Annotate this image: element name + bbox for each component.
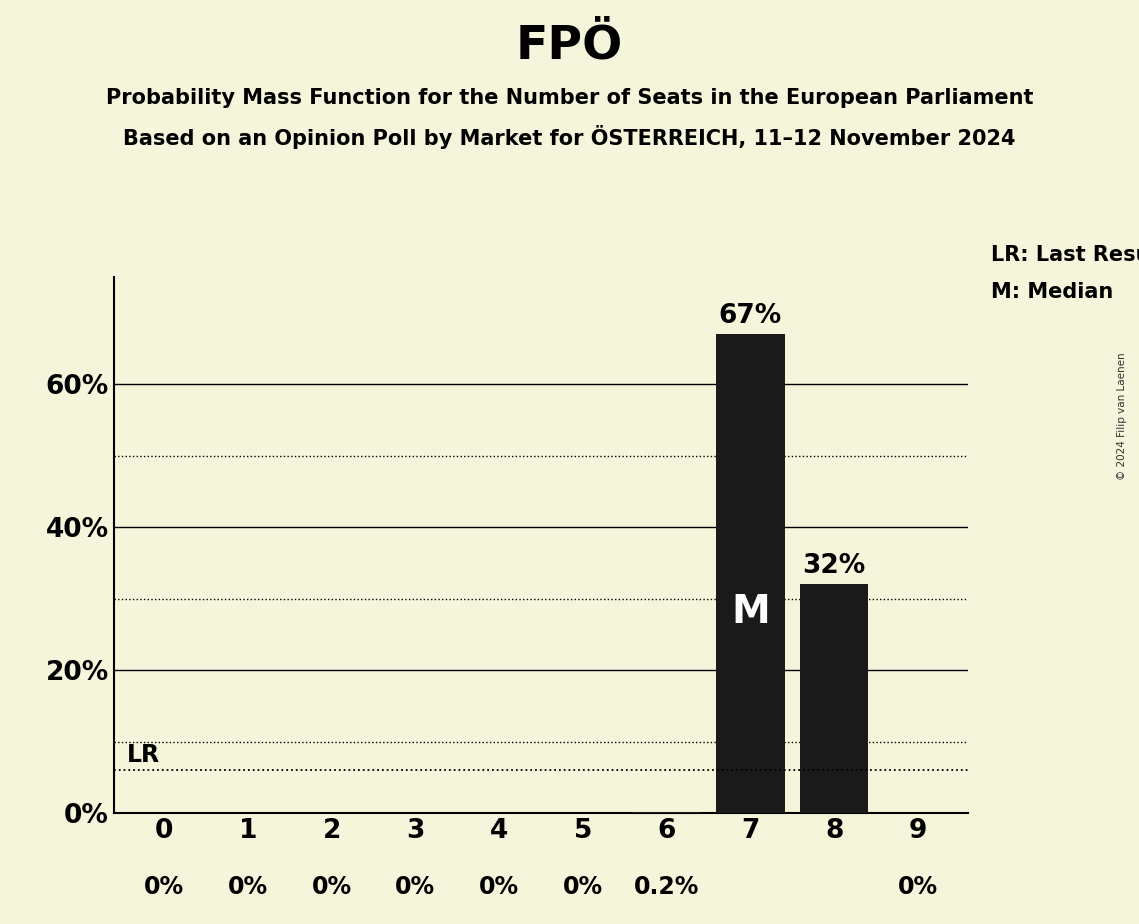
Bar <box>632 811 700 813</box>
Text: M: M <box>731 593 770 631</box>
Text: 0%: 0% <box>563 875 603 899</box>
Text: 0%: 0% <box>145 875 185 899</box>
Text: LR: Last Result: LR: Last Result <box>991 245 1139 265</box>
Text: LR: LR <box>126 743 159 767</box>
Text: 0%: 0% <box>395 875 435 899</box>
Text: 0%: 0% <box>898 875 937 899</box>
Text: 32%: 32% <box>803 553 866 578</box>
Bar <box>800 585 869 813</box>
Bar <box>716 334 785 813</box>
Text: Based on an Opinion Poll by Market for ÖSTERREICH, 11–12 November 2024: Based on an Opinion Poll by Market for Ö… <box>123 125 1016 149</box>
Text: FPÖ: FPÖ <box>516 23 623 68</box>
Text: 67%: 67% <box>719 303 782 329</box>
Text: 0%: 0% <box>480 875 519 899</box>
Text: © 2024 Filip van Laenen: © 2024 Filip van Laenen <box>1117 352 1126 480</box>
Text: 0.2%: 0.2% <box>634 875 699 899</box>
Text: 0%: 0% <box>312 875 352 899</box>
Text: 0%: 0% <box>228 875 268 899</box>
Text: Probability Mass Function for the Number of Seats in the European Parliament: Probability Mass Function for the Number… <box>106 88 1033 108</box>
Text: M: Median: M: Median <box>991 282 1113 302</box>
